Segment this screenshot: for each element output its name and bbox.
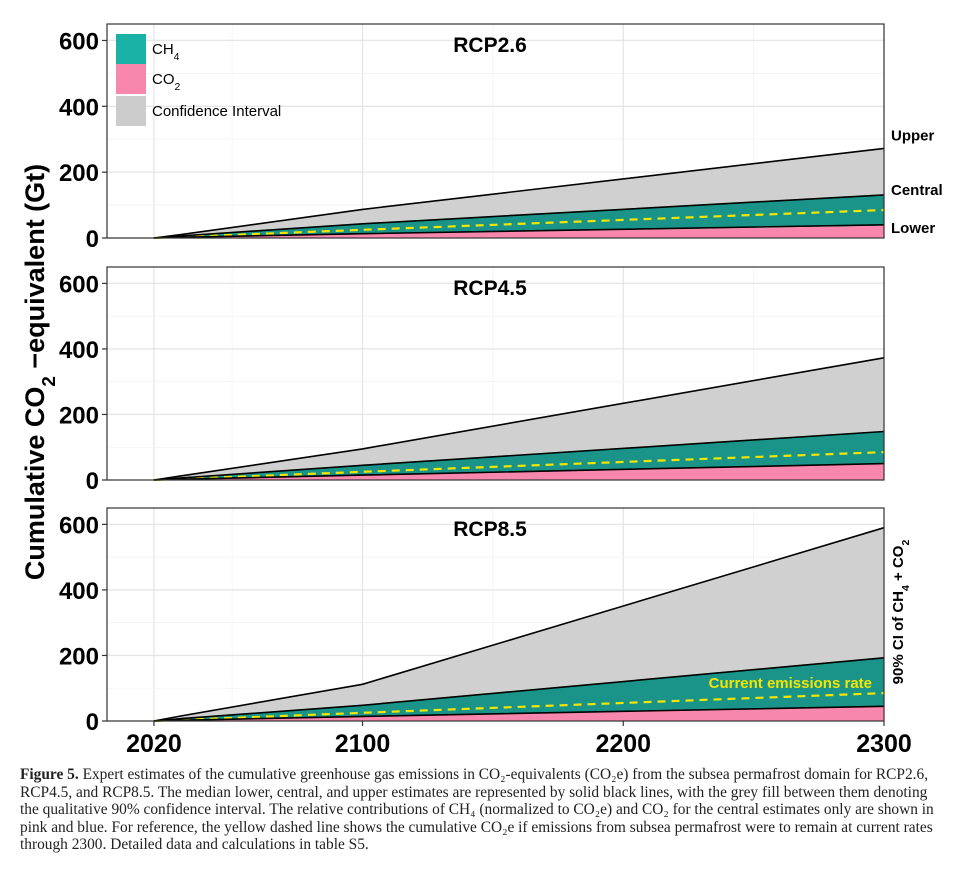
current-rate-line bbox=[153, 208, 885, 240]
y-tick-label: 400 bbox=[59, 578, 99, 605]
y-tick-label: 200 bbox=[59, 160, 99, 187]
right-ci-label-part: 90% CI of CH bbox=[890, 591, 907, 684]
x-tick-label: 2300 bbox=[856, 730, 912, 758]
panel-title: RCP8.5 bbox=[453, 518, 527, 541]
legend-label: Confidence Interval bbox=[152, 103, 281, 120]
right-ci-label-part: 2 bbox=[900, 540, 912, 546]
legend-label-part: CO bbox=[152, 71, 175, 88]
legend-label: CO2 bbox=[152, 71, 181, 93]
figure-caption: Figure 5. Expert estimates of the cumula… bbox=[20, 766, 940, 854]
legend-swatch bbox=[116, 64, 146, 94]
legend-swatch bbox=[116, 34, 146, 64]
end-label-central: Central bbox=[891, 182, 943, 199]
y-tick-label: 200 bbox=[59, 402, 99, 429]
legend-swatch bbox=[116, 96, 146, 126]
central-line bbox=[153, 430, 885, 481]
y-axis-label-part: −equivalent (Gt) bbox=[20, 164, 50, 376]
caption-text: Expert estimates of the cumulative green… bbox=[20, 766, 934, 854]
legend-label: CH4 bbox=[152, 41, 180, 63]
panel-title: RCP4.5 bbox=[453, 277, 527, 300]
current-rate-line bbox=[153, 451, 885, 482]
right-ci-label-part: 4 bbox=[900, 585, 912, 591]
x-tick-label: 2020 bbox=[126, 730, 182, 758]
panel-border bbox=[106, 23, 885, 239]
figure-chart: 0 200 400 600 RCP2.6 0 200 400 600 RCP4.5 0 200 400 6… bbox=[20, 23, 943, 758]
ci-area bbox=[153, 357, 884, 480]
panel-title: RCP2.6 bbox=[453, 34, 527, 57]
current-rate-label: Current emissions rate bbox=[709, 675, 872, 692]
y-tick-label: 0 bbox=[86, 709, 99, 736]
legend-label-part: 4 bbox=[174, 51, 180, 63]
right-ci-label-part: + CO bbox=[890, 545, 907, 585]
panel-2: 0 200 400 600 RCP4.5 bbox=[59, 266, 885, 495]
ci-area bbox=[153, 148, 884, 238]
y-tick-label: 400 bbox=[59, 337, 99, 364]
y-tick-label: 0 bbox=[86, 226, 99, 253]
central-line bbox=[153, 657, 885, 722]
legend-label-part: Confidence Interval bbox=[152, 103, 281, 120]
legend bbox=[116, 34, 146, 126]
x-tick-label: 2100 bbox=[335, 730, 391, 758]
y-axis-label-part: Cumulative CO bbox=[20, 387, 50, 581]
x-tick-label: 2200 bbox=[595, 730, 651, 758]
legend-label-part: 2 bbox=[175, 81, 181, 93]
panel-1: 0 200 400 600 RCP2.6 bbox=[59, 23, 885, 253]
end-label-upper: Upper bbox=[891, 127, 935, 144]
current-rate-line bbox=[153, 692, 885, 723]
end-label-lower: Lower bbox=[891, 220, 935, 237]
caption-label: Figure 5. bbox=[20, 766, 79, 783]
upper-line bbox=[153, 526, 885, 722]
y-tick-label: 600 bbox=[59, 271, 99, 298]
y-tick-label: 200 bbox=[59, 643, 99, 670]
ci-area bbox=[153, 527, 884, 721]
upper-line bbox=[153, 357, 885, 481]
y-axis-label-part: 2 bbox=[39, 376, 60, 387]
y-axis-label: Cumulative CO2 −equivalent (Gt) bbox=[20, 164, 60, 580]
panel-border bbox=[106, 507, 885, 722]
panel-border bbox=[106, 266, 885, 481]
right-ci-label: 90% CI of CH4 + CO2 bbox=[890, 540, 912, 685]
y-tick-label: 0 bbox=[86, 468, 99, 495]
ch4-area bbox=[153, 657, 884, 721]
y-tick-label: 400 bbox=[59, 94, 99, 121]
upper-line bbox=[153, 147, 885, 239]
y-tick-label: 600 bbox=[59, 28, 99, 55]
y-tick-label: 600 bbox=[59, 512, 99, 539]
legend-label-part: CH bbox=[152, 41, 174, 58]
panel-3: 0 200 400 600 RCP8.5 bbox=[59, 507, 885, 736]
